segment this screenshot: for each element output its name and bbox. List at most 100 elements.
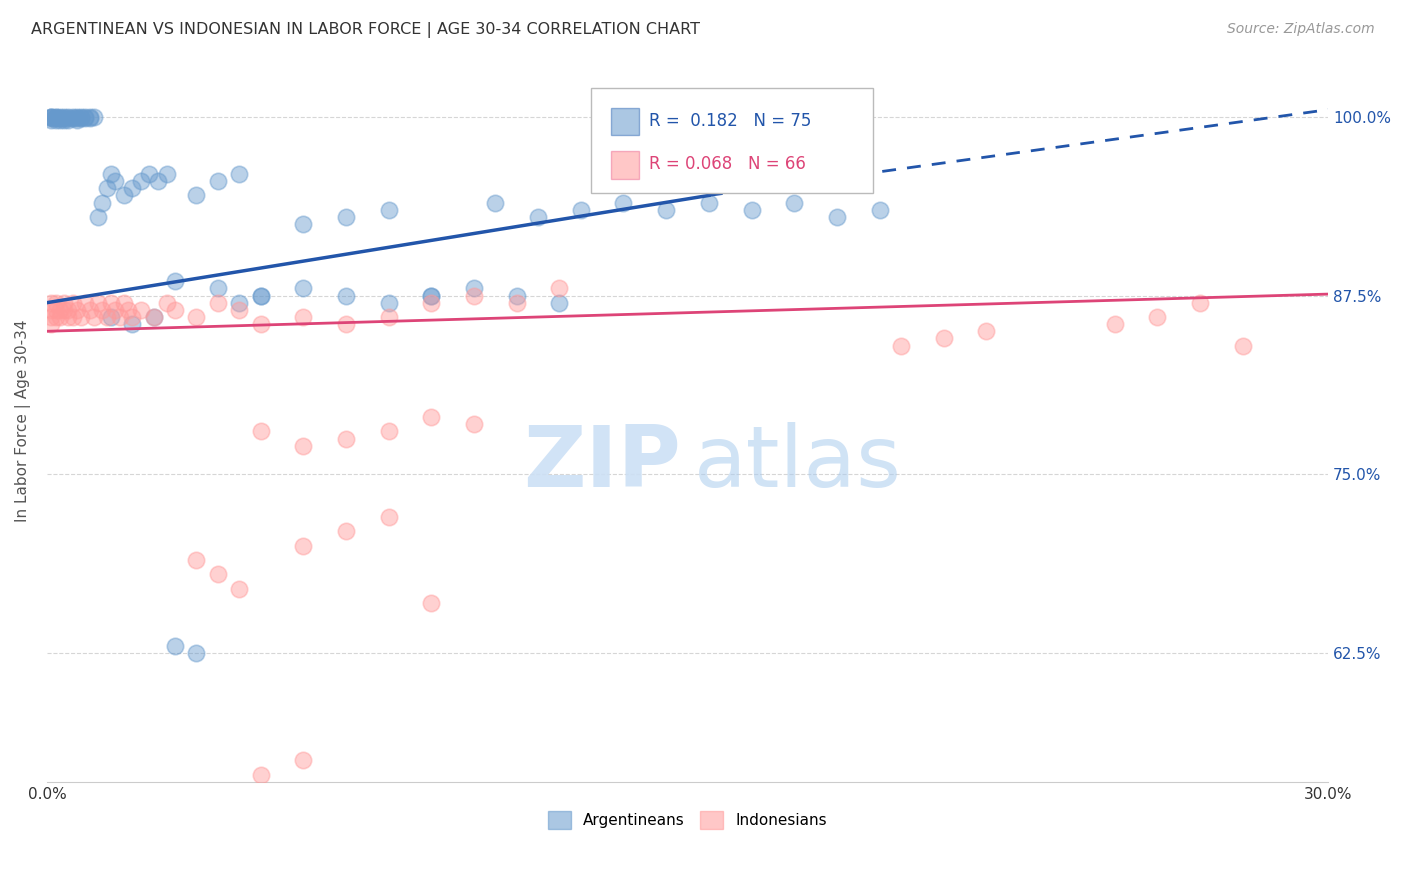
Point [463, 281, 485, 295]
Point [75, 295, 97, 310]
Point [100, 295, 122, 310]
Legend: Argentineans, Indonesians: Argentineans, Indonesians [541, 805, 834, 836]
Bar [610, 152, 638, 178]
Point [44, 112, 66, 126]
Point [58, 112, 80, 127]
Point [108, 310, 131, 324]
Point [49, 112, 72, 127]
Point [53, 112, 76, 126]
Point [49, 110, 72, 124]
Point [83, 310, 105, 324]
Point [49, 302, 72, 317]
Point [249, 425, 271, 439]
Point [825, 210, 848, 224]
Point [138, 167, 160, 181]
Point [129, 302, 152, 317]
Point [335, 317, 357, 331]
Point [58, 110, 80, 124]
Point [62, 310, 84, 324]
Point [165, 274, 187, 288]
Point [62, 295, 84, 310]
Point [39, 112, 62, 126]
Point [335, 432, 357, 446]
Point [129, 174, 152, 188]
Point [66, 112, 89, 126]
FancyBboxPatch shape [592, 88, 873, 194]
Point [104, 174, 127, 188]
Point [527, 210, 550, 224]
Point [83, 110, 105, 124]
Point [79, 112, 101, 126]
Point [49, 112, 72, 126]
Point [100, 310, 122, 324]
Point [292, 753, 315, 767]
Y-axis label: In Labor Force | Age 30-34: In Labor Force | Age 30-34 [15, 319, 31, 522]
Point [186, 188, 208, 202]
Point [420, 295, 443, 310]
Point [39, 112, 62, 127]
Point [142, 310, 165, 324]
Point [932, 331, 955, 345]
Point [186, 310, 208, 324]
Text: Source: ZipAtlas.com: Source: ZipAtlas.com [1227, 22, 1375, 37]
Point [62, 112, 84, 126]
Point [66, 110, 89, 124]
Point [207, 174, 229, 188]
Point [39, 110, 62, 124]
Point [165, 302, 187, 317]
Point [207, 567, 229, 582]
Point [91, 302, 114, 317]
Point [484, 195, 506, 210]
Point [104, 302, 127, 317]
Point [506, 288, 529, 302]
Point [62, 110, 84, 124]
Point [783, 195, 806, 210]
Point [420, 410, 443, 425]
Point [91, 195, 114, 210]
Point [70, 310, 93, 324]
Point [1104, 317, 1126, 331]
Point [87, 210, 110, 224]
Point [112, 295, 135, 310]
Point [165, 639, 187, 653]
Point [463, 288, 485, 302]
Point [39, 310, 62, 324]
Point [79, 110, 101, 124]
Point [1232, 338, 1254, 352]
Point [121, 181, 143, 195]
Point [39, 302, 62, 317]
Point [53, 110, 76, 124]
Point [155, 167, 177, 181]
Point [70, 110, 93, 124]
Point [100, 167, 122, 181]
Point [335, 210, 357, 224]
Point [377, 425, 399, 439]
Point [146, 174, 169, 188]
Point [612, 195, 634, 210]
Point [292, 539, 315, 553]
Point [335, 288, 357, 302]
Point [377, 310, 399, 324]
Point [292, 217, 315, 231]
Point [66, 302, 89, 317]
Point [39, 110, 62, 124]
Point [121, 317, 143, 331]
Point [39, 317, 62, 331]
Point [655, 202, 678, 217]
Point [377, 510, 399, 524]
Point [142, 310, 165, 324]
Point [697, 195, 720, 210]
Point [249, 317, 271, 331]
Point [741, 202, 763, 217]
Point [377, 202, 399, 217]
Point [39, 295, 62, 310]
Point [79, 302, 101, 317]
Point [335, 524, 357, 539]
Point [112, 188, 135, 202]
Point [155, 295, 177, 310]
Point [96, 181, 118, 195]
Point [70, 112, 93, 126]
Point [49, 310, 72, 324]
Point [96, 310, 118, 324]
Point [44, 110, 66, 124]
